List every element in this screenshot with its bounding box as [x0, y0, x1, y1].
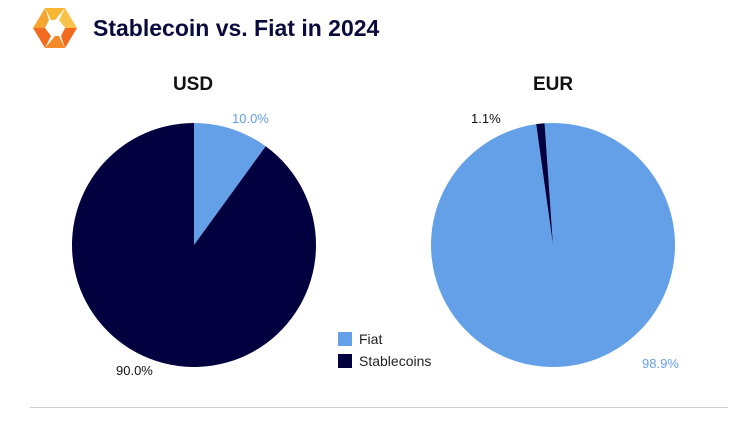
legend-item-stablecoins: Stablecoins: [338, 350, 431, 372]
logo-icon: [33, 8, 77, 48]
usd-pie-chart: [71, 123, 316, 367]
eur-slice-stablecoins: [536, 123, 553, 245]
legend-label-fiat: Fiat: [359, 331, 383, 347]
usd-fiat-label: 10.0%: [232, 111, 269, 126]
eur-chart-title: EUR: [532, 74, 574, 95]
legend-item-fiat: Fiat: [338, 328, 431, 350]
eur-fiat-label: 98.9%: [642, 356, 679, 371]
legend: Fiat Stablecoins: [338, 328, 431, 372]
legend-swatch-fiat: [338, 332, 352, 346]
legend-label-stablecoins: Stablecoins: [359, 353, 432, 369]
legend-swatch-stablecoins: [338, 354, 352, 368]
usd-slice-fiat: [194, 123, 266, 245]
eur-stablecoins-label: 1.1%: [471, 111, 501, 126]
usd-stablecoins-label: 90.0%: [116, 363, 153, 378]
page-title: Stablecoin vs. Fiat in 2024: [93, 15, 380, 41]
usd-chart-title: USD: [172, 74, 214, 95]
usd-slice-stablecoins: [71, 123, 316, 367]
eur-slice-fiat: [430, 123, 675, 367]
bottom-divider: [30, 407, 728, 408]
eur-pie-chart: [430, 123, 675, 367]
